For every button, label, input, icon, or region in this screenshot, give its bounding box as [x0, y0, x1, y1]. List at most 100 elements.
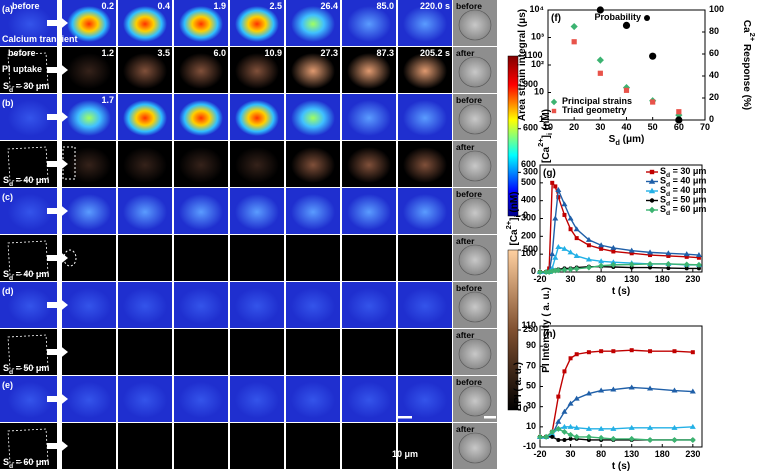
cell-signal [235, 100, 279, 136]
cell-signal [123, 288, 167, 324]
label: 1100 [523, 50, 543, 60]
label: 130 [624, 449, 639, 459]
label: 1.7 [101, 95, 114, 105]
cell-signal [235, 6, 279, 42]
label: 230 [685, 449, 700, 459]
marker [568, 227, 573, 232]
marker [552, 254, 559, 260]
marker [573, 433, 580, 440]
marker [586, 350, 591, 355]
label: Sd = 30 μm [3, 81, 49, 94]
marker [598, 425, 605, 431]
label: 10.9 [264, 48, 282, 58]
label: 20 [709, 92, 719, 102]
marker [666, 266, 671, 271]
marker [666, 253, 671, 258]
image-cell [286, 235, 340, 281]
cell-signal [291, 53, 335, 89]
label: 10² [531, 59, 544, 69]
scale-bar [484, 416, 496, 419]
marker [684, 254, 689, 259]
marker [647, 424, 654, 430]
label: 10 [534, 87, 544, 97]
label: (h) [543, 329, 556, 340]
label: 220.0 s [420, 1, 450, 11]
cell-outline [7, 52, 49, 88]
cell-signal [403, 53, 447, 89]
label: 0 [523, 210, 528, 220]
cell-signal [123, 6, 167, 42]
cell-signal [291, 288, 335, 324]
marker [550, 180, 555, 185]
marker [629, 348, 634, 353]
marker [648, 265, 653, 270]
marker [599, 349, 604, 354]
label: Sd = 60 μm [3, 457, 49, 470]
marker [665, 250, 672, 256]
marker [650, 99, 656, 105]
marker [610, 435, 617, 442]
label: Sd = 60 μm [660, 204, 706, 217]
cell-signal [347, 147, 391, 183]
cell-signal [67, 100, 111, 136]
marker [550, 434, 555, 439]
gray-cell-body [458, 56, 492, 88]
image-cell [174, 235, 228, 281]
arrow [47, 438, 68, 454]
marker [599, 246, 604, 251]
marker [647, 385, 654, 391]
cell-signal [347, 194, 391, 230]
marker [561, 428, 568, 435]
label: Sd = 50 μm [660, 195, 706, 208]
marker [629, 265, 634, 270]
label: 30 [595, 122, 605, 132]
image-cell [230, 423, 284, 469]
marker [568, 436, 573, 441]
marker [567, 215, 574, 221]
marker [628, 424, 635, 430]
label: Calcium transient [2, 34, 78, 44]
label: 40 [709, 70, 719, 80]
image-cell [286, 329, 340, 375]
label: Probability [594, 12, 641, 22]
label: before [12, 1, 40, 11]
cell-signal [403, 147, 447, 183]
marker [556, 195, 561, 200]
label: 500 [521, 177, 536, 187]
gray-cell-body [458, 244, 492, 276]
image-cell [118, 235, 172, 281]
image-cell [230, 235, 284, 281]
image-cell [342, 423, 396, 469]
marker [683, 261, 690, 268]
label: PI uptake [2, 64, 42, 74]
label: before [456, 189, 482, 199]
label: 180 [655, 274, 670, 284]
marker [610, 425, 617, 431]
marker [573, 424, 580, 430]
label: 300 [521, 213, 536, 223]
label: Sd = 40 μm [3, 269, 49, 282]
cell-signal [67, 382, 111, 418]
marker [553, 184, 558, 189]
marker [689, 388, 696, 394]
marker [611, 249, 616, 254]
marker [573, 252, 580, 258]
image-cell [286, 423, 340, 469]
marker [628, 384, 635, 390]
label: before [456, 377, 482, 387]
cell-signal [67, 53, 111, 89]
cell-signal [291, 100, 335, 136]
marker [586, 243, 591, 248]
cell-signal [123, 194, 167, 230]
label: 400 [521, 195, 536, 205]
label: 26.4 [320, 1, 338, 11]
label: Sd (μm) [609, 134, 645, 148]
marker [672, 349, 677, 354]
gray-cell-body [458, 338, 492, 370]
label: -20 [533, 274, 546, 284]
cell-signal [291, 147, 335, 183]
marker [598, 258, 605, 264]
label: after [456, 236, 475, 246]
label: 80 [709, 26, 719, 36]
